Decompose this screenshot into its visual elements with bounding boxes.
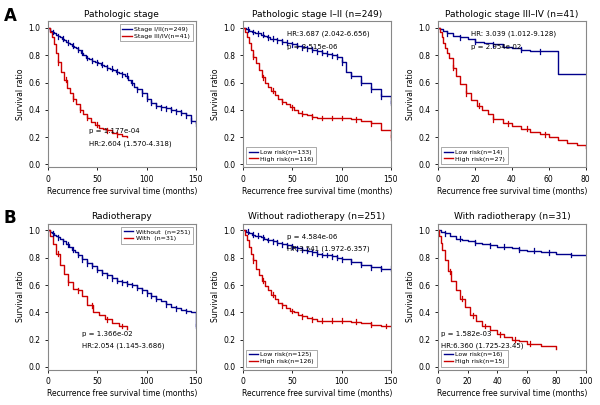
Y-axis label: Survival ratio: Survival ratio: [211, 271, 220, 322]
Y-axis label: Survival ratio: Survival ratio: [406, 271, 415, 322]
Legend: Low risk(n=16), High risk(n=15): Low risk(n=16), High risk(n=15): [441, 350, 508, 367]
X-axis label: Recurrence free survival time (months): Recurrence free survival time (months): [47, 187, 197, 196]
Y-axis label: Survival ratio: Survival ratio: [16, 271, 25, 322]
Title: Radiotherapy: Radiotherapy: [92, 213, 152, 222]
Text: A: A: [4, 6, 16, 25]
Legend: Stage I/II(n=249), Stage III/IV(n=41): Stage I/II(n=249), Stage III/IV(n=41): [120, 24, 193, 41]
Title: Without radiotherapy (n=251): Without radiotherapy (n=251): [248, 213, 385, 222]
Y-axis label: Survival ratio: Survival ratio: [16, 68, 25, 120]
Text: HR:6.360 (1.725-23.45): HR:6.360 (1.725-23.45): [441, 343, 523, 349]
Legend: Low risk(n=14), High risk(n=27): Low risk(n=14), High risk(n=27): [441, 147, 508, 164]
Text: HR:2.054 (1.145-3.686): HR:2.054 (1.145-3.686): [82, 343, 165, 349]
Text: HR:3.687 (2.042-6.656): HR:3.687 (2.042-6.656): [287, 31, 370, 38]
Title: Pathologic stage I–II (n=249): Pathologic stage I–II (n=249): [252, 10, 382, 19]
Text: p = 3.515e-06: p = 3.515e-06: [287, 44, 338, 50]
Text: p = 1.177e-04: p = 1.177e-04: [89, 128, 140, 134]
X-axis label: Recurrence free survival time (months): Recurrence free survival time (months): [437, 389, 587, 398]
Title: Pathologic stage III–IV (n=41): Pathologic stage III–IV (n=41): [445, 10, 578, 19]
Text: HR: 3.039 (1.012-9.128): HR: 3.039 (1.012-9.128): [471, 31, 556, 38]
Text: HR:3.541 (1.972-6.357): HR:3.541 (1.972-6.357): [287, 246, 370, 252]
Title: Pathologic stage: Pathologic stage: [85, 10, 160, 19]
X-axis label: Recurrence free survival time (months): Recurrence free survival time (months): [47, 389, 197, 398]
X-axis label: Recurrence free survival time (months): Recurrence free survival time (months): [242, 187, 392, 196]
Y-axis label: Survival ratio: Survival ratio: [406, 68, 415, 120]
Text: p = 2.954e-02: p = 2.954e-02: [471, 44, 521, 50]
Legend: Low risk(n=125), High risk(n=126): Low risk(n=125), High risk(n=126): [246, 350, 317, 367]
Text: p = 1.366e-02: p = 1.366e-02: [82, 331, 133, 337]
Text: p = 4.584e-06: p = 4.584e-06: [287, 234, 338, 240]
Text: B: B: [4, 209, 16, 227]
Y-axis label: Survival ratio: Survival ratio: [211, 68, 220, 120]
Title: With radiotherapy (n=31): With radiotherapy (n=31): [454, 213, 570, 222]
X-axis label: Recurrence free survival time (months): Recurrence free survival time (months): [437, 187, 587, 196]
Legend: Without  (n=251), With  (n=31): Without (n=251), With (n=31): [121, 227, 193, 244]
Legend: Low risk(n=133), High risk(n=116): Low risk(n=133), High risk(n=116): [246, 147, 316, 164]
X-axis label: Recurrence free survival time (months): Recurrence free survival time (months): [242, 389, 392, 398]
Text: HR:2.604 (1.570-4.318): HR:2.604 (1.570-4.318): [89, 140, 172, 147]
Text: p = 1.582e-03: p = 1.582e-03: [441, 331, 491, 337]
